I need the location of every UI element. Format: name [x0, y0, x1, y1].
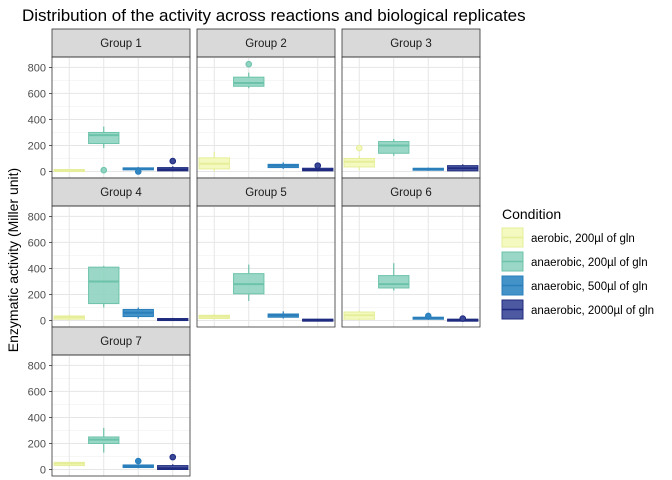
- facet-strip-label: Group 2: [245, 38, 287, 50]
- box: [198, 313, 230, 320]
- y-tick-label: 0: [40, 315, 46, 327]
- y-tick-label: 800: [28, 360, 46, 372]
- legend-label: anaerobic, 500µl of gln: [531, 281, 648, 293]
- outlier-point: [245, 60, 253, 68]
- outlier-point: [459, 315, 467, 322]
- outlier-point: [134, 457, 142, 465]
- legend-label: aerobic, 200µl of gln: [531, 233, 635, 245]
- outlier-point: [169, 453, 177, 461]
- box: [157, 317, 189, 322]
- y-axis-label: Enzymatic activity (Miller unit): [5, 168, 21, 352]
- y-tick-label: 800: [28, 62, 46, 74]
- outlier-point: [314, 162, 322, 169]
- facet-strip: [341, 177, 481, 207]
- outlier-point: [100, 166, 108, 174]
- legend-label: anaerobic, 200µl of gln: [531, 257, 648, 269]
- box: [343, 310, 375, 321]
- box: [378, 138, 410, 156]
- legend: Condition aerobic, 200µl of gln anaerobic…: [501, 206, 654, 320]
- facet-strip-label: Group 3: [390, 38, 432, 50]
- y-tick-label: 400: [28, 114, 46, 126]
- y-tick-label: 400: [28, 412, 46, 424]
- facet-panels: Group 1 0 200 400 600 800 Group 2 Group 3 Group …: [28, 28, 481, 477]
- panel-border: [51, 205, 191, 328]
- legend-item: anaerobic, 500µl of gln: [501, 275, 648, 296]
- y-tick-label: 200: [28, 438, 46, 450]
- box-body: [378, 141, 410, 154]
- box: [267, 162, 299, 169]
- legend-label: anaerobic, 2000µl of gln: [531, 305, 654, 317]
- y-tick-label: 600: [28, 88, 46, 100]
- box: [88, 265, 120, 308]
- facet-panel: Group 2: [196, 28, 336, 179]
- box: [412, 167, 444, 171]
- outlier-point: [355, 144, 363, 152]
- legend-title: Condition: [502, 206, 561, 222]
- box: [122, 457, 154, 469]
- y-tick-label: 0: [40, 464, 46, 476]
- box: [447, 164, 479, 172]
- box: [88, 427, 120, 453]
- y-tick-label: 0: [40, 166, 46, 178]
- facet-panel: Group 4 0 200 400 600 800: [28, 177, 191, 328]
- y-tick-label: 400: [28, 263, 46, 275]
- box: [157, 453, 189, 470]
- facet-panel: Group 1 0 200 400 600 800: [28, 28, 191, 179]
- box: [233, 264, 265, 301]
- y-tick-label: 800: [28, 211, 46, 223]
- facet-strip: [196, 177, 336, 207]
- facet-strip: [341, 28, 481, 58]
- box: [198, 151, 230, 172]
- facet-strip-label: Group 1: [100, 38, 142, 50]
- legend-item: anaerobic, 200µl of gln: [501, 251, 648, 272]
- box: [343, 144, 375, 171]
- box-body: [378, 275, 410, 289]
- box-body: [88, 131, 120, 145]
- facet-panel: Group 5: [196, 177, 336, 328]
- facet-panel: Group 7 0 200 400 600 800: [28, 326, 191, 477]
- box: [378, 263, 410, 291]
- legend-item: aerobic, 200µl of gln: [501, 227, 635, 248]
- panel-border: [341, 205, 481, 328]
- box: [302, 318, 334, 322]
- box: [412, 312, 444, 320]
- box: [447, 315, 479, 322]
- y-tick-label: 200: [28, 140, 46, 152]
- outlier-point: [169, 157, 177, 165]
- box: [267, 311, 299, 319]
- panel-border: [51, 56, 191, 179]
- box: [157, 157, 189, 172]
- legend-item: anaerobic, 2000µl of gln: [501, 299, 654, 320]
- facet-strip-label: Group 6: [390, 187, 432, 199]
- y-tick-label: 600: [28, 386, 46, 398]
- box: [88, 126, 120, 174]
- box: [53, 168, 85, 173]
- outlier-point: [424, 312, 432, 320]
- facet-strip: [196, 28, 336, 58]
- box-body: [233, 76, 265, 87]
- panel-border: [51, 354, 191, 477]
- box: [122, 307, 154, 319]
- y-tick-label: 200: [28, 289, 46, 301]
- outlier-point: [134, 168, 142, 175]
- facet-strip-label: Group 4: [100, 187, 142, 199]
- box-body: [88, 266, 120, 305]
- facet-strip: [51, 326, 191, 356]
- y-tick-label: 600: [28, 237, 46, 249]
- box: [53, 461, 85, 467]
- legend-items: aerobic, 200µl of gln anaerobic, 200µl of…: [501, 227, 654, 320]
- facet-panel: Group 6: [341, 177, 481, 328]
- box: [53, 314, 85, 321]
- facet-panel: Group 3: [341, 28, 481, 179]
- box: [233, 60, 265, 89]
- box: [302, 162, 334, 172]
- panel-border: [196, 205, 336, 328]
- facet-strip-label: Group 5: [245, 187, 287, 199]
- facet-strip-label: Group 7: [100, 336, 142, 348]
- facet-strip: [51, 28, 191, 58]
- chart-title: Distribution of the activity across reac…: [22, 6, 526, 25]
- box: [122, 166, 154, 175]
